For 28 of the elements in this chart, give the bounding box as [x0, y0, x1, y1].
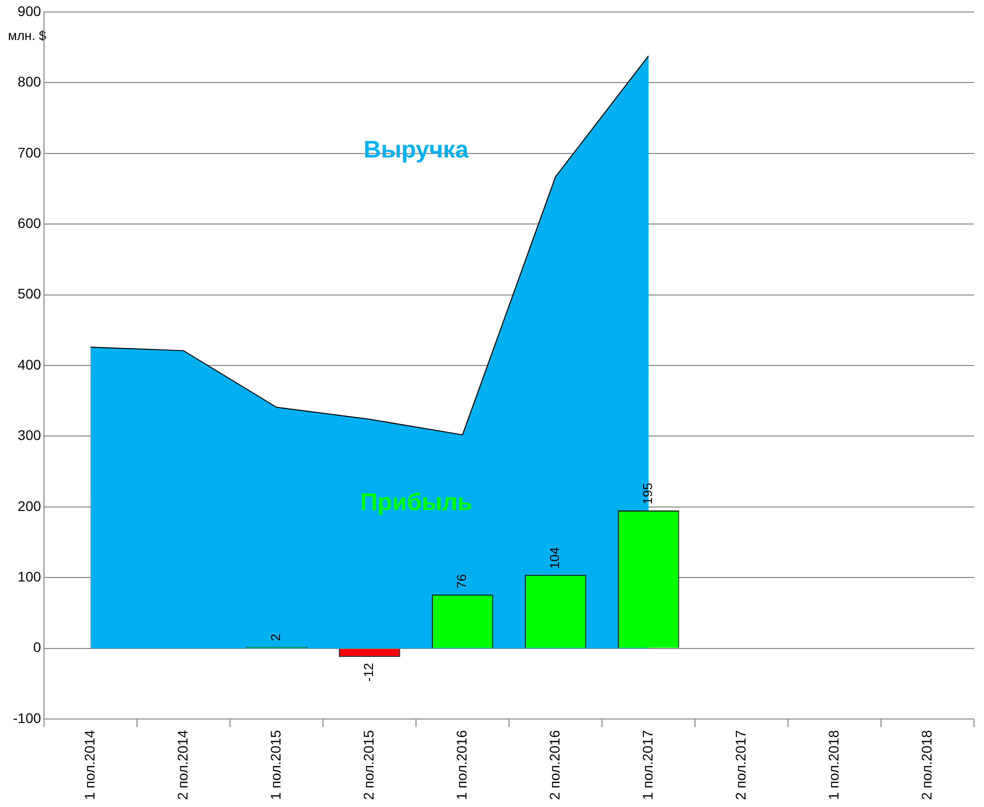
data-label: 2	[268, 634, 284, 641]
y-tick-label: 500	[18, 286, 42, 302]
y-tick-label: 700	[18, 144, 42, 160]
data-label: 76	[454, 574, 470, 589]
y-tick-label: 800	[18, 74, 42, 90]
y-tick-label: -100	[12, 710, 42, 726]
x-tick-label: 1 пол.2014	[81, 730, 98, 800]
text: Прибыль	[360, 489, 472, 516]
data-label: -12	[361, 662, 376, 682]
x-tick-label: 2 пол.2014	[174, 730, 190, 800]
x-tick-label: 2 пол.2016	[546, 730, 562, 800]
text: Выручка	[364, 136, 470, 164]
x-tick-label: 2 пол.2015	[360, 730, 376, 800]
x-tick-label: 1 пол.2016	[453, 730, 470, 800]
x-tick-label: 2 пол.2018	[918, 730, 934, 800]
data-label: 104	[547, 547, 562, 569]
y-tick-label: 0	[33, 639, 42, 656]
y-tick-label: 100	[18, 568, 42, 585]
y-tick-label: 400	[18, 356, 42, 372]
data-label: 195	[640, 482, 656, 504]
x-tick-label: 1 пол.2018	[825, 730, 842, 800]
y-tick-label: 600	[18, 214, 42, 231]
y-tick-label: 200	[18, 498, 42, 514]
y-tick-label: 300	[18, 427, 42, 444]
x-tick-label: 2 пол.2017	[732, 730, 748, 800]
x-tick-label: 1 пол.2015	[267, 730, 284, 800]
y-tick-label: 900	[18, 2, 42, 19]
x-tick-label: 1 пол.2017	[639, 730, 656, 800]
